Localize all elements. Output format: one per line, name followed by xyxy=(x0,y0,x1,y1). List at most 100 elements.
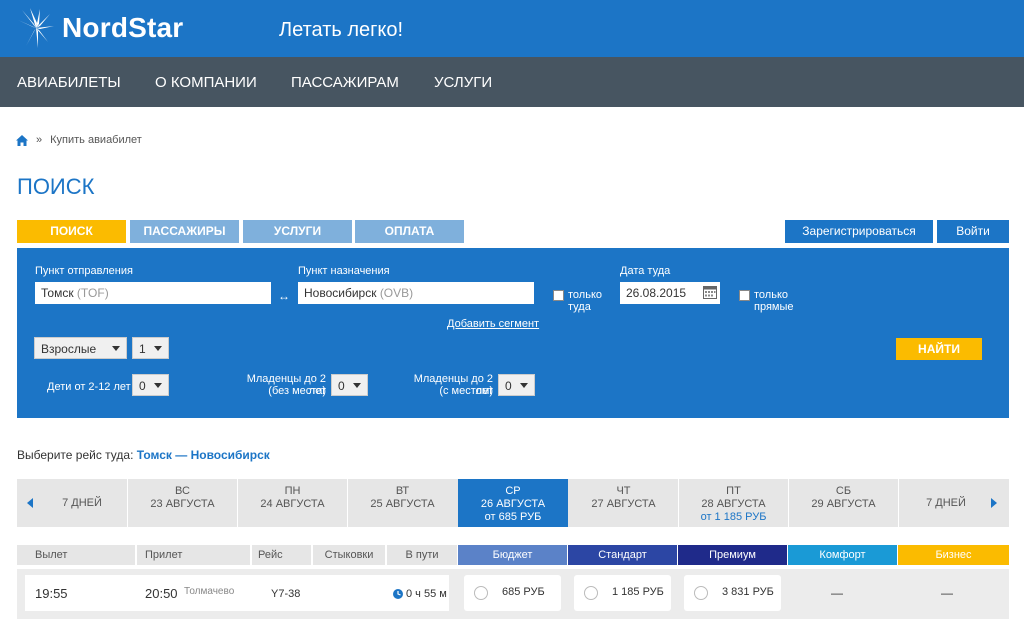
page-title: ПОИСК xyxy=(17,174,95,199)
fare-option-premium[interactable]: 3 831 РУБ xyxy=(684,575,781,611)
nav-item-passengers[interactable]: ПАССАЖИРАМ xyxy=(291,74,399,91)
choose-route[interactable]: Томск — Новосибирск xyxy=(136,448,270,462)
date-cell[interactable]: ЧТ 27 АВГУСТА xyxy=(569,479,678,527)
to-field[interactable]: Новосибирск (OVB) xyxy=(298,282,534,304)
date-cell[interactable]: ПН 24 АВГУСТА xyxy=(238,479,347,527)
children-count-value: 0 xyxy=(139,379,146,393)
swap-icon[interactable]: ↔ xyxy=(278,289,290,303)
fare-standard-header: Стандарт xyxy=(568,545,677,565)
breadcrumb-separator: » xyxy=(36,134,43,146)
from-label: Пункт отправления xyxy=(35,265,133,277)
date-strip: 7 ДНЕЙ ВС 23 АВГУСТА ПН 24 АВГУСТА ВТ 25… xyxy=(17,479,1009,527)
fare-business-unavailable: — xyxy=(941,586,953,600)
infants-no-seat-select[interactable]: 0 xyxy=(331,374,368,396)
register-button[interactable]: Зарегистрироваться xyxy=(785,220,933,243)
fare-price: 3 831 РУБ xyxy=(722,586,774,598)
date-dow: ЧТ xyxy=(616,485,631,497)
infants-seat-select[interactable]: 0 xyxy=(498,374,535,396)
direct-only-label-2: прямые xyxy=(754,301,794,313)
nav-item-tickets[interactable]: АВИАБИЛЕТЫ xyxy=(17,74,121,91)
date-day: 29 АВГУСТА xyxy=(811,498,876,510)
breadcrumb: » Купить авиабилет xyxy=(16,134,142,146)
chevron-right-icon[interactable] xyxy=(991,498,997,508)
date-dow: ПН xyxy=(284,485,301,497)
tab-payment[interactable]: ОПЛАТА xyxy=(355,220,464,243)
main-nav: АВИАБИЛЕТЫ О КОМПАНИИ ПАССАЖИРАМ УСЛУГИ xyxy=(0,57,1024,107)
adults-count-value: 1 xyxy=(139,342,146,356)
chevron-down-icon xyxy=(154,346,162,351)
date-value: 26.08.2015 xyxy=(626,286,687,300)
radio-button[interactable] xyxy=(694,586,708,600)
login-button[interactable]: Войти xyxy=(937,220,1009,243)
children-label: Дети от 2-12 лет xyxy=(47,381,131,393)
fare-premium-header: Премиум xyxy=(678,545,787,565)
direct-only-label-1: только xyxy=(754,289,788,301)
date-dow: СР xyxy=(505,485,521,497)
col-departure: Вылет xyxy=(17,545,135,565)
date-cell[interactable]: ВТ 25 АВГУСТА xyxy=(348,479,457,527)
col-duration: В пути xyxy=(387,545,457,565)
fare-option-standard[interactable]: 1 185 РУБ xyxy=(574,575,671,611)
to-label: Пункт назначения xyxy=(298,265,390,277)
logo[interactable]: NordStar xyxy=(16,6,183,50)
date-cell[interactable]: ПТ 28 АВГУСТА от 1 185 РУБ xyxy=(679,479,788,527)
fare-comfort-unavailable: — xyxy=(831,586,843,600)
nav-item-services[interactable]: УСЛУГИ xyxy=(434,74,493,91)
fare-option-budget[interactable]: 685 РУБ xyxy=(464,575,561,611)
prev-week-button[interactable]: 7 ДНЕЙ xyxy=(62,497,102,509)
date-dow: ВС xyxy=(175,485,190,497)
nav-item-company[interactable]: О КОМПАНИИ xyxy=(155,74,257,91)
tab-search[interactable]: ПОИСК xyxy=(17,220,126,243)
direct-only-checkbox[interactable] xyxy=(739,290,750,301)
home-icon[interactable] xyxy=(16,134,28,146)
to-code: (OVB) xyxy=(379,286,414,300)
fare-comfort-header: Комфорт xyxy=(788,545,897,565)
passenger-type-select[interactable]: Взрослые xyxy=(34,337,127,359)
tagline: Летать легко! xyxy=(279,19,404,41)
choose-prefix: Выберите рейс туда: xyxy=(17,448,134,462)
arrival-airport: Толмачево xyxy=(184,586,235,597)
fare-budget-header: Бюджет xyxy=(458,545,567,565)
one-way-checkbox[interactable] xyxy=(553,290,564,301)
adults-count-select[interactable]: 1 xyxy=(132,337,169,359)
date-cell-selected[interactable]: СР 26 АВГУСТА от 685 РУБ xyxy=(458,479,568,527)
flight-duration: 0 ч 55 м xyxy=(406,588,447,600)
tab-services[interactable]: УСЛУГИ xyxy=(243,220,352,243)
children-count-select[interactable]: 0 xyxy=(132,374,169,396)
flight-info-cell xyxy=(25,575,449,611)
col-flight: Рейс xyxy=(252,545,311,565)
chevron-down-icon xyxy=(112,346,120,351)
fare-price: 1 185 РУБ xyxy=(612,586,664,598)
star-logo-icon xyxy=(18,8,54,48)
fare-business-header: Бизнес xyxy=(898,545,1009,565)
radio-button[interactable] xyxy=(474,586,488,600)
from-field[interactable]: Томск (TOF) xyxy=(35,282,271,304)
date-field[interactable]: 26.08.2015 xyxy=(620,282,720,304)
calendar-icon[interactable] xyxy=(703,285,717,299)
infants-seat-label-1: Младенцы до 2 лет xyxy=(413,373,493,397)
date-cell[interactable]: СБ 29 АВГУСТА xyxy=(789,479,898,527)
radio-button[interactable] xyxy=(584,586,598,600)
date-label: Дата туда xyxy=(620,265,671,277)
add-segment-link[interactable]: Добавить сегмент xyxy=(447,318,540,330)
clock-icon xyxy=(393,589,403,599)
next-week-button[interactable]: 7 ДНЕЙ xyxy=(926,497,966,509)
date-day: 23 АВГУСТА xyxy=(150,498,215,510)
tab-passengers[interactable]: ПАССАЖИРЫ xyxy=(130,220,239,243)
infants-no-seat-value: 0 xyxy=(338,379,345,393)
date-cell[interactable]: ВС 23 АВГУСТА xyxy=(128,479,237,527)
breadcrumb-current: Купить авиабилет xyxy=(50,134,142,146)
find-button[interactable]: НАЙТИ xyxy=(896,338,982,360)
fare-price: 685 РУБ xyxy=(502,586,545,598)
date-price: от 1 185 РУБ xyxy=(700,511,767,523)
chevron-left-icon[interactable] xyxy=(27,498,33,508)
infants-seat-label-2: (с местом) xyxy=(439,385,493,397)
flight-number[interactable]: Y7-38 xyxy=(271,588,301,600)
one-way-label-2: туда xyxy=(568,301,591,313)
passenger-type-value: Взрослые xyxy=(41,342,97,356)
departure-time: 19:55 xyxy=(35,586,68,601)
chevron-down-icon xyxy=(154,383,162,388)
date-day: 26 АВГУСТА xyxy=(480,498,546,510)
date-day: 27 АВГУСТА xyxy=(591,498,656,510)
choose-flight-heading: Выберите рейс туда: Томск — Новосибирск xyxy=(17,448,270,462)
